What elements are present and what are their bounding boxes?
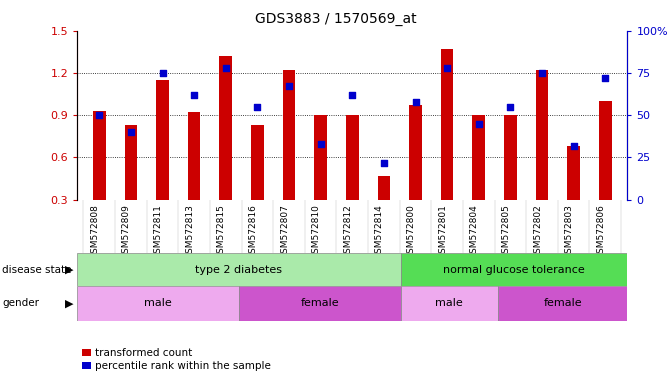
Legend: transformed count, percentile rank within the sample: transformed count, percentile rank withi…	[83, 348, 270, 371]
Text: GSM572806: GSM572806	[597, 204, 605, 259]
Bar	[599, 101, 611, 200]
Point	[189, 92, 199, 98]
Bar	[346, 115, 358, 200]
Point	[600, 75, 611, 81]
Bar	[378, 176, 391, 200]
Text: GSM572816: GSM572816	[248, 204, 258, 259]
Text: GSM572809: GSM572809	[122, 204, 131, 259]
Point	[410, 99, 421, 105]
Bar	[77, 286, 239, 321]
Text: GSM572802: GSM572802	[533, 204, 542, 259]
Text: GSM572801: GSM572801	[438, 204, 447, 259]
Bar	[77, 253, 401, 286]
Bar	[125, 125, 138, 200]
Text: GSM572808: GSM572808	[91, 204, 99, 259]
Bar	[504, 115, 517, 200]
Point	[157, 70, 168, 76]
Point	[315, 141, 326, 147]
Text: gender: gender	[2, 298, 39, 308]
Text: female: female	[544, 298, 582, 308]
Point	[505, 104, 516, 110]
Bar	[314, 115, 327, 200]
Bar	[472, 115, 485, 200]
Bar	[219, 56, 232, 200]
Text: male: male	[435, 298, 463, 308]
Point	[220, 65, 231, 71]
Point	[474, 121, 484, 127]
Bar	[93, 111, 105, 200]
Point	[568, 142, 579, 149]
Bar	[535, 70, 548, 200]
Text: type 2 diabetes: type 2 diabetes	[195, 265, 282, 275]
Bar	[239, 286, 401, 321]
Text: disease state: disease state	[2, 265, 72, 275]
Point	[94, 112, 105, 118]
Text: GSM572812: GSM572812	[344, 204, 352, 259]
Text: GSM572807: GSM572807	[280, 204, 289, 259]
Text: GSM572803: GSM572803	[564, 204, 574, 259]
Text: normal glucose tolerance: normal glucose tolerance	[444, 265, 585, 275]
Point	[378, 159, 389, 166]
Bar	[409, 105, 422, 200]
Text: GDS3883 / 1570569_at: GDS3883 / 1570569_at	[255, 12, 416, 25]
Bar	[251, 125, 264, 200]
Text: GSM572804: GSM572804	[470, 204, 479, 259]
Point	[442, 65, 452, 71]
Point	[284, 83, 295, 89]
Point	[252, 104, 263, 110]
Text: ▶: ▶	[65, 265, 74, 275]
Point	[347, 92, 358, 98]
Bar	[498, 286, 627, 321]
Point	[125, 129, 136, 135]
Bar	[567, 146, 580, 200]
Text: GSM572813: GSM572813	[185, 204, 194, 259]
Bar	[401, 253, 627, 286]
Text: male: male	[144, 298, 172, 308]
Text: GSM572814: GSM572814	[375, 204, 384, 259]
Bar	[282, 70, 295, 200]
Text: GSM572800: GSM572800	[407, 204, 415, 259]
Bar	[156, 80, 169, 200]
Bar	[188, 113, 201, 200]
Text: GSM572811: GSM572811	[154, 204, 162, 259]
Text: GSM572805: GSM572805	[501, 204, 511, 259]
Text: female: female	[301, 298, 340, 308]
Point	[537, 70, 548, 76]
Text: ▶: ▶	[65, 298, 74, 308]
Bar	[401, 286, 498, 321]
Bar	[441, 49, 454, 200]
Text: GSM572810: GSM572810	[311, 204, 321, 259]
Text: GSM572815: GSM572815	[217, 204, 225, 259]
